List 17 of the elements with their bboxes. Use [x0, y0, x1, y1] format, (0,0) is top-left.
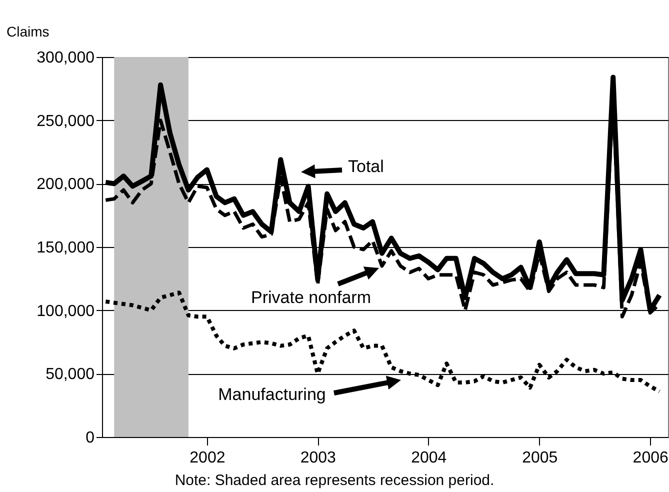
y-tick-label: 200,000 [36, 176, 95, 194]
y-axis-title: Claims [6, 24, 50, 40]
x-tick-label: 2002 [190, 450, 226, 466]
y-tick-label: 250,000 [36, 112, 95, 130]
text: Note: Shaded area represents recession period. [174, 472, 496, 489]
x-tick-label: 2003 [300, 450, 336, 466]
y-tick-label: 300,000 [36, 50, 95, 66]
y-tick-label: 0 [86, 430, 95, 446]
y-tick-label: 100,000 [36, 302, 95, 320]
series-label: Manufacturing [218, 385, 326, 404]
x-tick-label: 2004 [411, 450, 447, 466]
x-tick-label: 2006 [632, 450, 668, 466]
y-tick-label: 50,000 [46, 366, 95, 384]
x-tick-label: 2005 [522, 450, 558, 466]
y-tick-label: 150,000 [36, 240, 95, 256]
series-label: Private nonfarm [251, 288, 371, 307]
legend-label: Total [348, 157, 384, 176]
